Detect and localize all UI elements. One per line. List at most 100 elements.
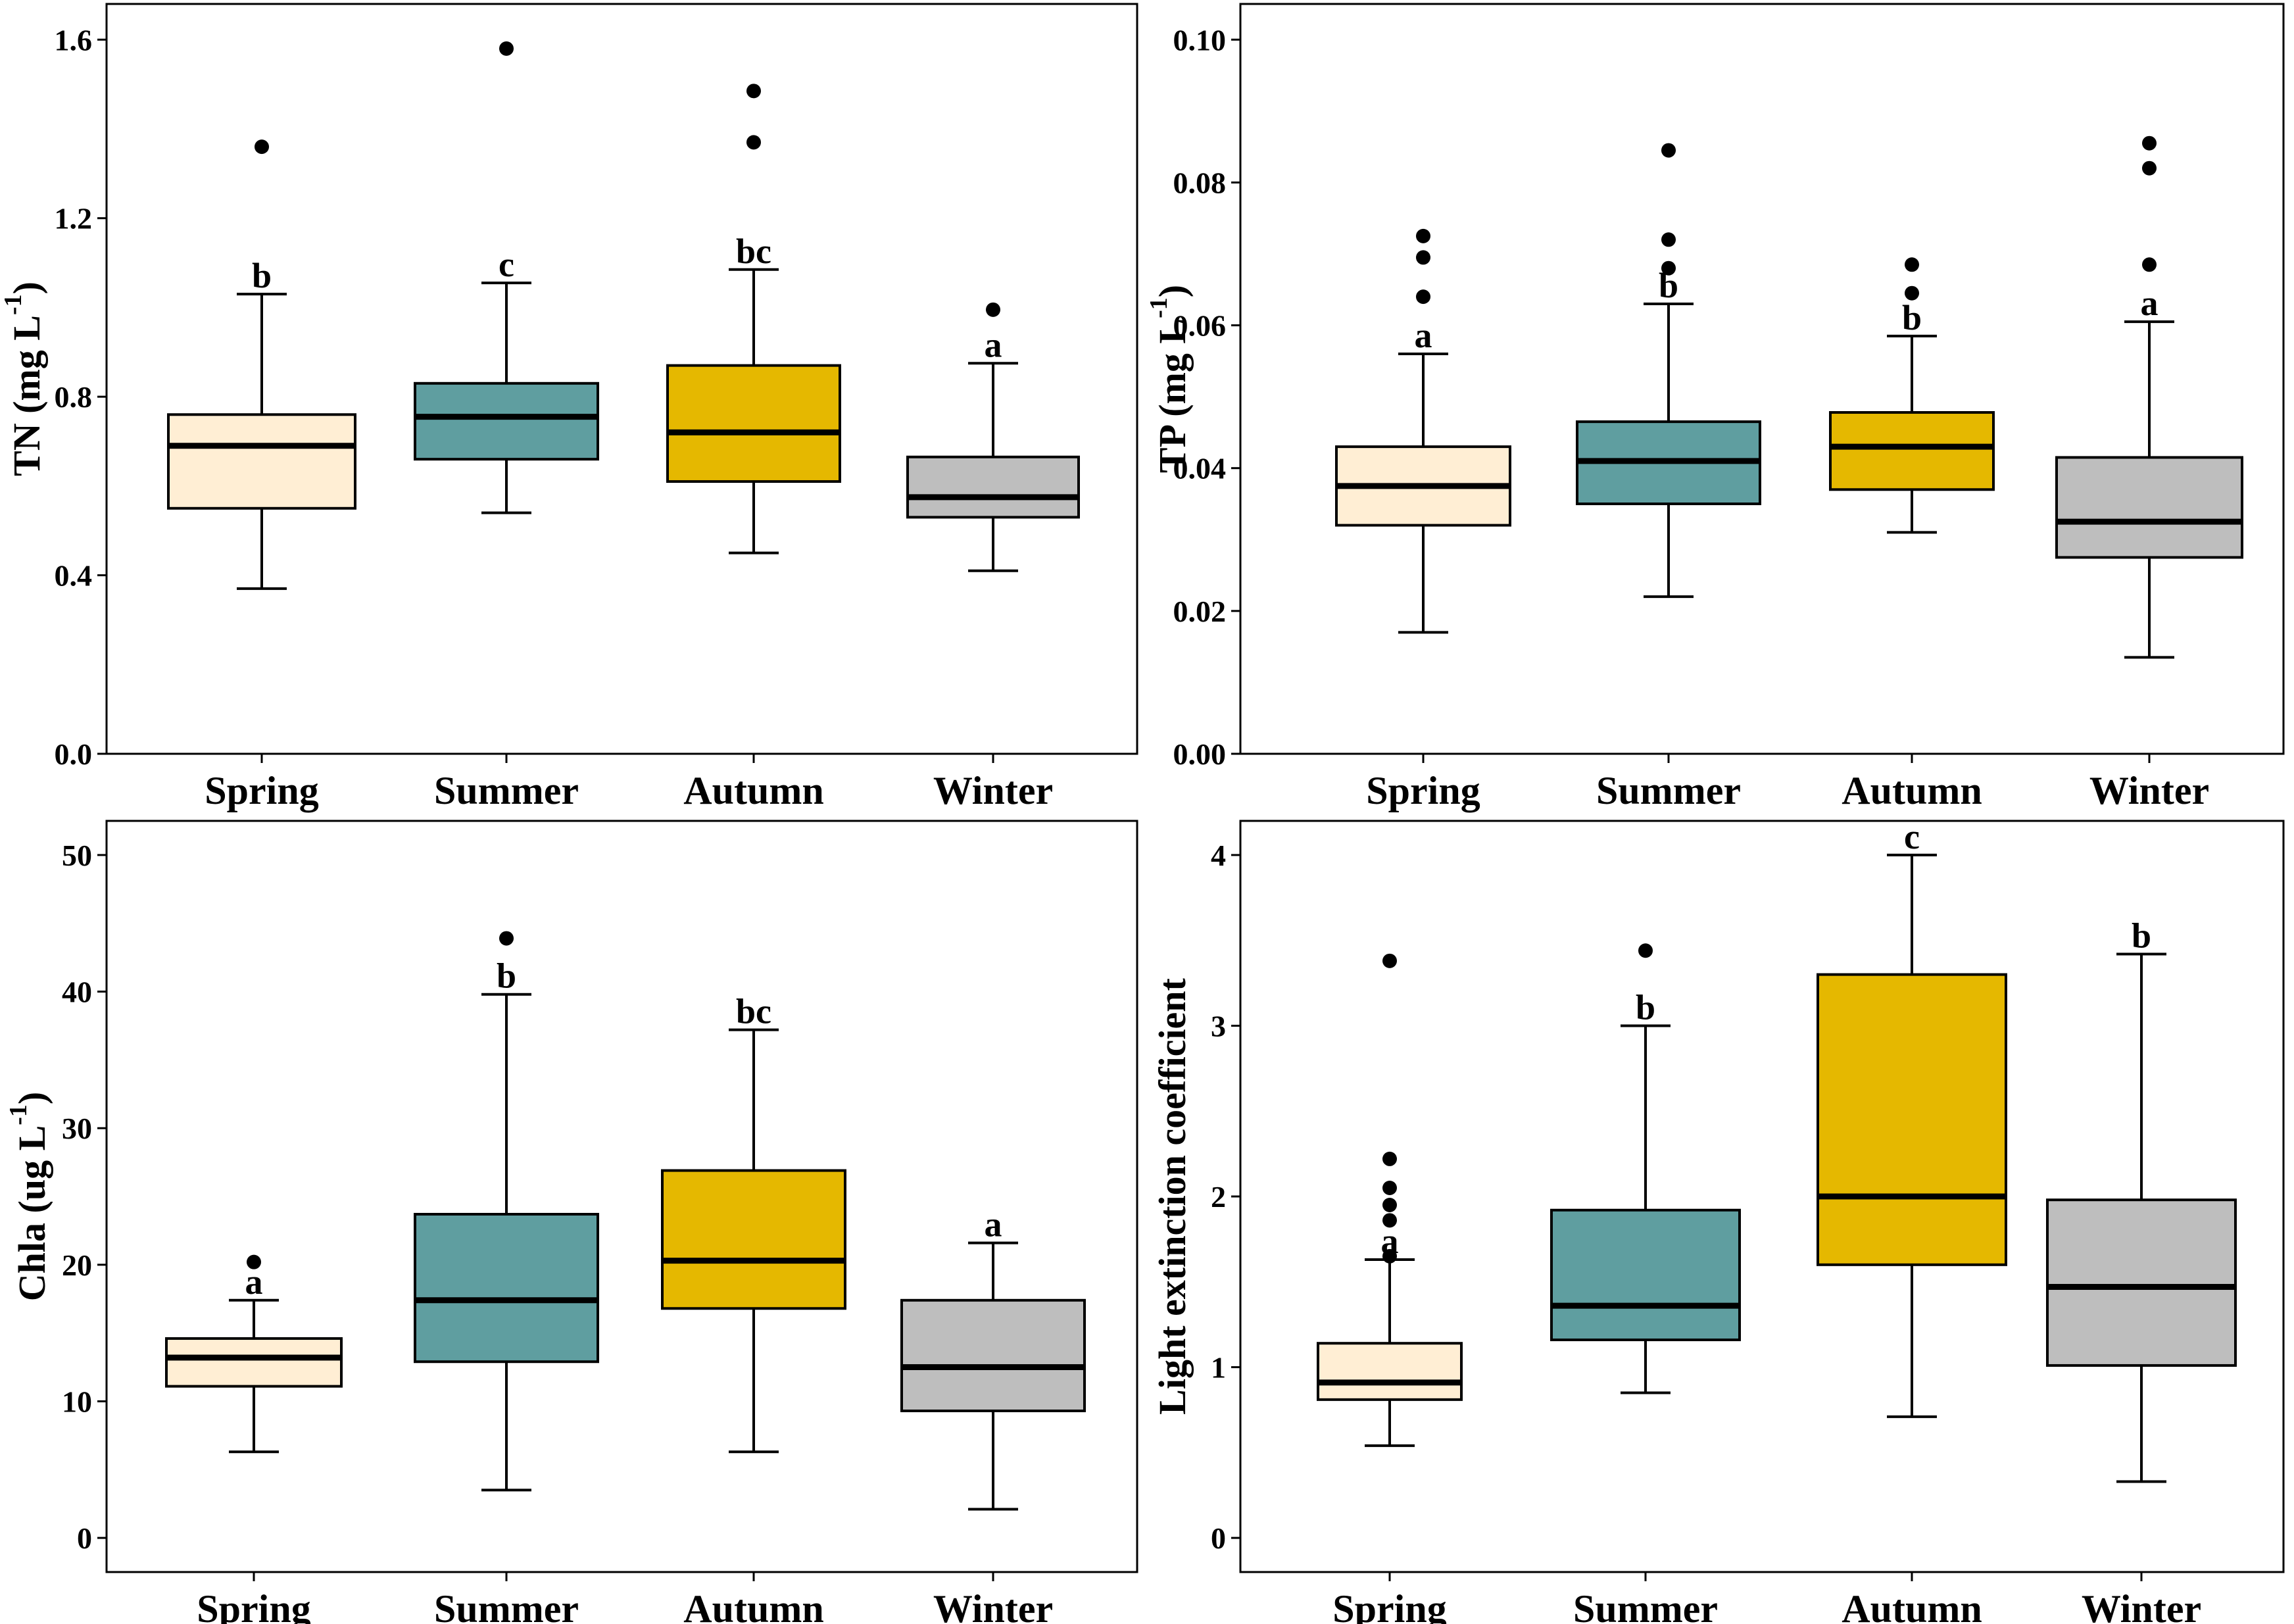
y-tick-label: 0.8	[55, 380, 93, 414]
y-tick-label: 20	[62, 1248, 92, 1282]
outlier-point	[1905, 285, 1919, 301]
x-tick-label: Spring	[1332, 1587, 1446, 1624]
y-tick-label: 2	[1211, 1180, 1226, 1214]
outlier-point	[1382, 1248, 1397, 1264]
outlier-point	[2142, 135, 2157, 151]
iqr-box	[661, 1169, 846, 1310]
box-autumn: Autumn bc	[661, 992, 846, 1624]
y-axis-label: Chla (ug L-1)	[5, 1092, 53, 1302]
outlier-point	[1905, 257, 1919, 272]
y-tick-label: 0	[77, 1521, 92, 1555]
box-winter: Winter b	[2046, 916, 2237, 1624]
iqr-box	[165, 1337, 343, 1388]
y-tick-label: 10	[62, 1385, 92, 1418]
outlier-point	[1416, 289, 1430, 305]
y-axis-label: TN (mg L-1)	[0, 282, 48, 476]
x-tick-label: Winter	[933, 769, 1053, 812]
outlier-point	[1416, 250, 1430, 265]
significance-letter: a	[2141, 283, 2159, 323]
plot-frame	[1239, 820, 2285, 1573]
y-tick-label: 0.06	[1173, 309, 1227, 343]
outlier-point	[746, 84, 761, 99]
box-summer: Summer b	[1576, 143, 1761, 812]
panel-3: 0 10 20 30 40 50 Chla (ug L-1) Spring a Summer b Au…	[5, 820, 1138, 1624]
x-tick-label: Spring	[205, 769, 318, 812]
significance-letter: a	[985, 325, 1002, 364]
significance-letter: a	[1415, 316, 1432, 355]
outlier-point	[1382, 1213, 1397, 1228]
y-tick-label: 3	[1211, 1009, 1226, 1043]
y-tick-label: 0.00	[1173, 737, 1227, 771]
y-axis-label-main: TN (mg L	[5, 315, 48, 476]
iqr-box	[167, 413, 356, 510]
panel-2: 0.00 0.02 0.04 0.06 0.08 0.10 TP (mg L-1) Sprin…	[1145, 3, 2285, 812]
y-tick-label: 0.10	[1173, 23, 1227, 57]
outlier-point	[1382, 1181, 1397, 1196]
y-axis-label-main: TP (mg L	[1151, 318, 1194, 473]
y-axis-label-end: )	[5, 282, 48, 294]
outlier-point	[1661, 260, 1676, 276]
plot-frame	[1239, 3, 2285, 755]
box-summer: Summer c	[414, 41, 599, 812]
x-tick-label: Summer	[434, 1587, 579, 1624]
significance-letter: bc	[736, 992, 771, 1031]
y-tick-label: 0	[1211, 1521, 1226, 1555]
significance-letter: a	[1381, 1221, 1399, 1261]
y-tick-label: 0.04	[1173, 452, 1227, 485]
outlier-point	[1416, 228, 1430, 243]
outlier-point	[1661, 232, 1676, 247]
outlier-point	[746, 135, 761, 150]
y-axis-label: Light extinction coefficient	[1151, 978, 1194, 1415]
outlier-point	[255, 139, 269, 155]
panel-4: 0 1 2 3 4 Light extinction coefficient Spring a…	[1151, 817, 2285, 1624]
plot-frame	[105, 3, 1138, 755]
y-tick-label: 0.02	[1173, 595, 1227, 628]
y-axis-label-main: Light extinction coefficient	[1151, 978, 1194, 1415]
x-tick-label: Summer	[434, 769, 579, 812]
outlier-point	[499, 931, 514, 946]
iqr-box	[1550, 1208, 1741, 1342]
box-winter: Winter a	[900, 1205, 1086, 1624]
significance-letter: bc	[736, 232, 771, 271]
x-tick-label: Autumn	[1842, 1587, 1982, 1624]
outlier-point	[1661, 143, 1676, 158]
significance-letter: c	[499, 245, 514, 284]
iqr-box	[414, 381, 599, 461]
significance-letter: a	[245, 1262, 263, 1302]
iqr-box	[2055, 456, 2243, 559]
significance-letter: b	[1636, 987, 1655, 1027]
outlier-point	[2142, 160, 2157, 176]
y-tick-label: 1.6	[55, 23, 93, 57]
significance-letter: b	[252, 256, 272, 295]
y-tick-label: 30	[62, 1112, 92, 1145]
outlier-point	[1382, 953, 1397, 968]
iqr-box	[906, 455, 1080, 519]
box-spring: Spring a	[1317, 953, 1463, 1624]
x-tick-label: Autumn	[1842, 769, 1982, 812]
x-tick-label: Spring	[197, 1587, 310, 1624]
outlier-point	[986, 302, 1000, 317]
y-axis-label-end: )	[11, 1092, 53, 1104]
box-spring: Spring a	[165, 1254, 343, 1624]
significance-letter: b	[2132, 916, 2151, 955]
box-autumn: Autumn b	[1829, 257, 1995, 812]
x-tick-label: Winter	[2089, 769, 2209, 812]
y-tick-label: 4	[1211, 839, 1226, 872]
y-tick-label: 0.4	[55, 559, 93, 593]
iqr-box	[1317, 1342, 1463, 1401]
outlier-point	[247, 1254, 261, 1269]
significance-letter: c	[1904, 817, 1920, 856]
box-autumn: Autumn bc	[666, 84, 841, 812]
y-tick-label: 40	[62, 975, 92, 1009]
box-winter: Winter a	[906, 302, 1080, 812]
outlier-point	[1382, 1197, 1397, 1212]
significance-letter: b	[1659, 266, 1678, 305]
iqr-box	[2046, 1198, 2237, 1367]
iqr-box	[414, 1212, 599, 1364]
y-axis-label-end: )	[1151, 285, 1194, 297]
y-tick-label: 0.0	[55, 737, 93, 771]
x-tick-label: Autumn	[683, 1587, 823, 1624]
outlier-point	[1382, 1151, 1397, 1166]
outlier-point	[2142, 257, 2157, 272]
x-tick-label: Winter	[933, 1587, 1053, 1624]
